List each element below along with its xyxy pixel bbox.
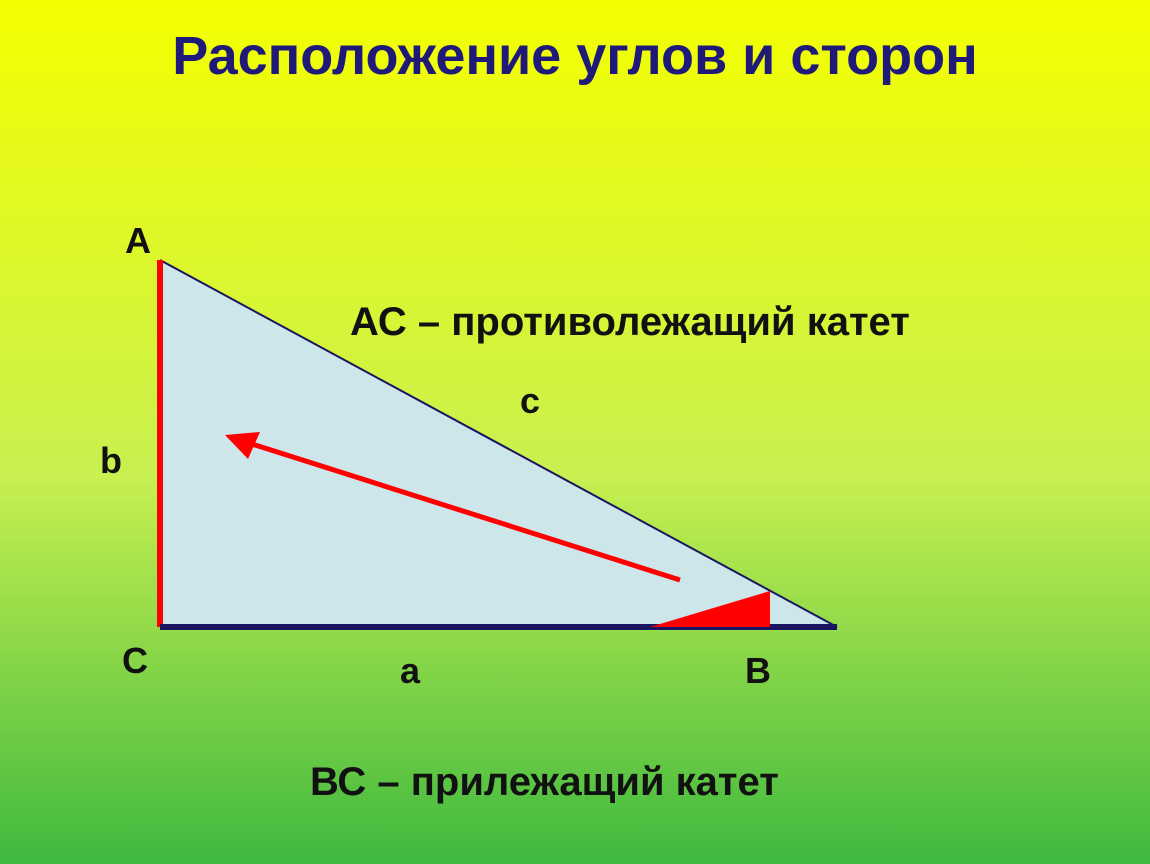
side-label-a: a bbox=[400, 650, 420, 692]
side-label-b: b bbox=[100, 440, 122, 482]
vertex-B: B bbox=[745, 650, 771, 692]
triangle-diagram bbox=[0, 0, 1150, 864]
caption-bc: ВС – прилежащий катет bbox=[310, 760, 779, 805]
side-label-c: c bbox=[520, 380, 540, 422]
vertex-A: A bbox=[125, 220, 151, 262]
slide-title: Расположение углов и сторон bbox=[0, 25, 1150, 87]
caption-ac: АС – противолежащий катет bbox=[350, 300, 910, 345]
vertex-C: C bbox=[122, 640, 148, 682]
